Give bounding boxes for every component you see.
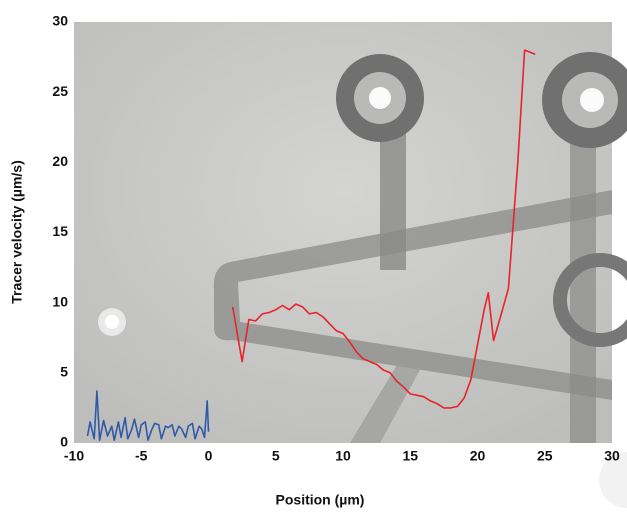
y-tick-label: 20 [52, 153, 68, 169]
y-axis-title: Tracer velocity (µm/s) [9, 160, 25, 303]
x-tick-label: -5 [135, 448, 148, 464]
x-tick-label: 20 [470, 448, 486, 464]
x-axis-title: Position (µm) [276, 492, 365, 508]
x-tick-label: 10 [335, 448, 351, 464]
y-tick-label: 10 [52, 293, 68, 309]
x-tick-label: 5 [272, 448, 280, 464]
data-line [86, 390, 210, 441]
micrograph [74, 22, 627, 443]
x-tick-label: 30 [604, 448, 620, 464]
y-tick-label: 5 [60, 364, 68, 380]
y-tick-label: 15 [52, 223, 68, 239]
y-tick-label: 30 [52, 13, 68, 29]
x-tick-label: 15 [402, 448, 418, 464]
x-tick-label: 0 [205, 448, 213, 464]
data-line [231, 49, 536, 409]
corner-badge [599, 452, 627, 508]
x-tick-label: 25 [537, 448, 553, 464]
y-tick-label: 0 [60, 434, 68, 450]
x-tick-label: -10 [64, 448, 84, 464]
y-tick-label: 25 [52, 83, 68, 99]
